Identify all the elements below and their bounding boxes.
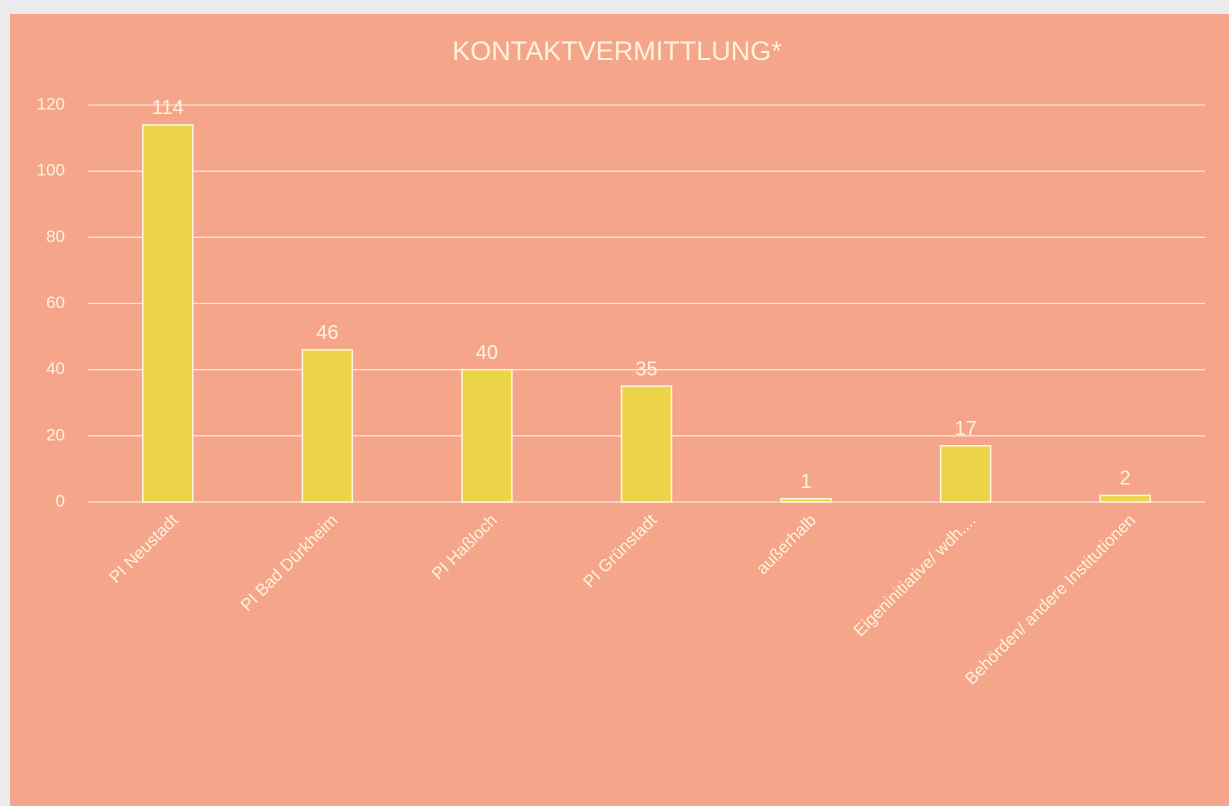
y-tick-label: 80 (46, 227, 65, 246)
bar (780, 497, 832, 503)
bar (142, 124, 194, 503)
value-label: 1 (801, 471, 812, 493)
chart-panel (10, 14, 1229, 806)
y-tick-label: 40 (46, 359, 65, 378)
y-tick-label: 120 (37, 94, 65, 113)
value-label: 114 (152, 97, 184, 119)
y-tick-label: 20 (46, 425, 65, 444)
value-label: 40 (476, 342, 498, 364)
y-tick-label: 60 (46, 293, 65, 312)
y-tick-label: 0 (56, 491, 65, 510)
bar (620, 385, 673, 503)
y-tick-label: 100 (37, 161, 65, 180)
bar (939, 445, 992, 503)
value-label: 2 (1120, 468, 1131, 490)
bar (461, 368, 513, 503)
chart-title: KONTAKTVERMITTLUNG* (452, 36, 782, 66)
value-label: 17 (955, 418, 977, 440)
bar (301, 349, 354, 503)
bar (1099, 494, 1151, 503)
value-label: 35 (635, 358, 657, 380)
value-label: 46 (316, 322, 338, 344)
